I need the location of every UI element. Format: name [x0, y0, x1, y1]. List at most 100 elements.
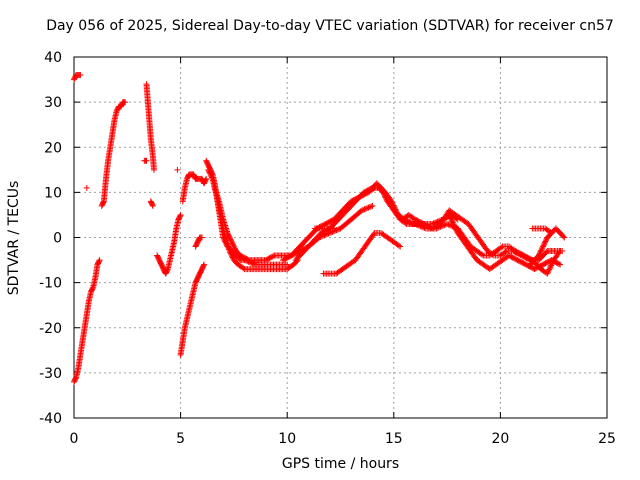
data-point: [270, 253, 277, 260]
data-point: [543, 237, 550, 244]
data-point: [164, 267, 171, 274]
data-point: [83, 184, 90, 191]
data-point: [358, 207, 365, 214]
data-point: [205, 166, 212, 173]
data-point: [445, 221, 452, 228]
data-point: [177, 211, 184, 218]
data-point: [536, 251, 543, 258]
x-axis-label: GPS time / hours: [281, 456, 400, 472]
data-point: [72, 375, 79, 382]
x-tick-label: 25: [598, 431, 616, 447]
data-point: [249, 260, 256, 267]
data-point: [230, 242, 237, 249]
data-point: [408, 220, 415, 227]
data-point: [555, 260, 562, 267]
data-point: [96, 257, 103, 264]
data-point: [451, 222, 458, 229]
data-point: [174, 166, 181, 173]
data-point: [557, 261, 564, 268]
data-point: [393, 207, 400, 214]
data-point: [391, 205, 398, 212]
data-point: [395, 242, 402, 249]
data-point: [177, 213, 184, 220]
data-point: [225, 231, 232, 238]
data-point: [541, 240, 548, 247]
data-point: [448, 217, 455, 224]
data-point: [538, 246, 545, 253]
data-point: [202, 176, 209, 183]
data-point: [198, 234, 205, 241]
data-point: [206, 169, 213, 176]
data-point: [227, 236, 234, 243]
y-tick-label: 10: [44, 185, 62, 201]
axis-ticks: 0 5 10 15 20 25 -40 -30 -20 -10 0 10 20 30 40: [39, 50, 616, 447]
data-point: [226, 233, 233, 240]
data-point: [556, 249, 563, 256]
data-point: [205, 168, 212, 175]
data-point: [250, 261, 257, 268]
data-point: [227, 250, 234, 257]
data-point: [548, 261, 555, 268]
data-point: [228, 251, 235, 258]
data-point: [231, 245, 238, 252]
x-tick-label: 0: [70, 431, 79, 447]
data-point: [561, 234, 568, 241]
data-point: [540, 243, 547, 250]
data-point: [537, 248, 544, 255]
data-point: [364, 205, 371, 212]
data-point: [229, 254, 236, 261]
data-point: [208, 173, 215, 180]
data-point: [100, 199, 107, 206]
data-point: [449, 218, 456, 225]
y-axis-label: SDTVAR / TECUs: [6, 180, 22, 296]
y-tick-label: -10: [39, 276, 62, 292]
data-point: [122, 99, 129, 106]
y-tick-label: 30: [44, 95, 62, 111]
data-point: [389, 199, 396, 206]
data-point: [535, 252, 542, 259]
y-tick-label: -40: [39, 411, 62, 427]
data-point: [390, 202, 397, 209]
y-tick-label: -30: [39, 366, 62, 382]
data-point: [446, 213, 453, 220]
y-tick-label: -20: [39, 321, 62, 337]
data-point: [536, 249, 543, 256]
y-tick-label: 40: [44, 50, 62, 66]
data-point: [547, 263, 554, 270]
data-point: [447, 214, 454, 221]
x-tick-label: 5: [176, 431, 185, 447]
data-point: [96, 258, 103, 265]
data-point: [200, 262, 207, 269]
data-point: [541, 239, 548, 246]
data-point: [448, 215, 455, 222]
data-point: [201, 261, 208, 268]
data-point: [370, 231, 377, 238]
data-point: [231, 244, 238, 251]
data-point: [207, 170, 214, 177]
x-tick-label: 20: [491, 431, 509, 447]
data-point: [548, 229, 555, 236]
data-point: [208, 174, 215, 181]
data-point: [389, 201, 396, 208]
data-point: [540, 242, 547, 249]
data-point: [450, 220, 457, 227]
data-point: [539, 244, 546, 251]
data-point: [228, 237, 235, 244]
chart-title: Day 056 of 2025, Sidereal Day-to-day VTE…: [46, 18, 614, 34]
data-point: [229, 241, 236, 248]
data-point: [229, 253, 236, 260]
grid-lines: [74, 57, 607, 418]
data-point: [149, 202, 156, 209]
data-point: [498, 244, 505, 251]
data-point: [366, 204, 373, 211]
data-point: [334, 226, 341, 233]
data-point: [546, 266, 553, 273]
data-point: [226, 235, 233, 242]
data-point: [362, 205, 369, 212]
x-tick-label: 15: [385, 431, 403, 447]
data-point: [391, 203, 398, 210]
data-point: [544, 269, 551, 276]
data-point: [547, 229, 554, 236]
y-tick-label: 20: [44, 140, 62, 156]
